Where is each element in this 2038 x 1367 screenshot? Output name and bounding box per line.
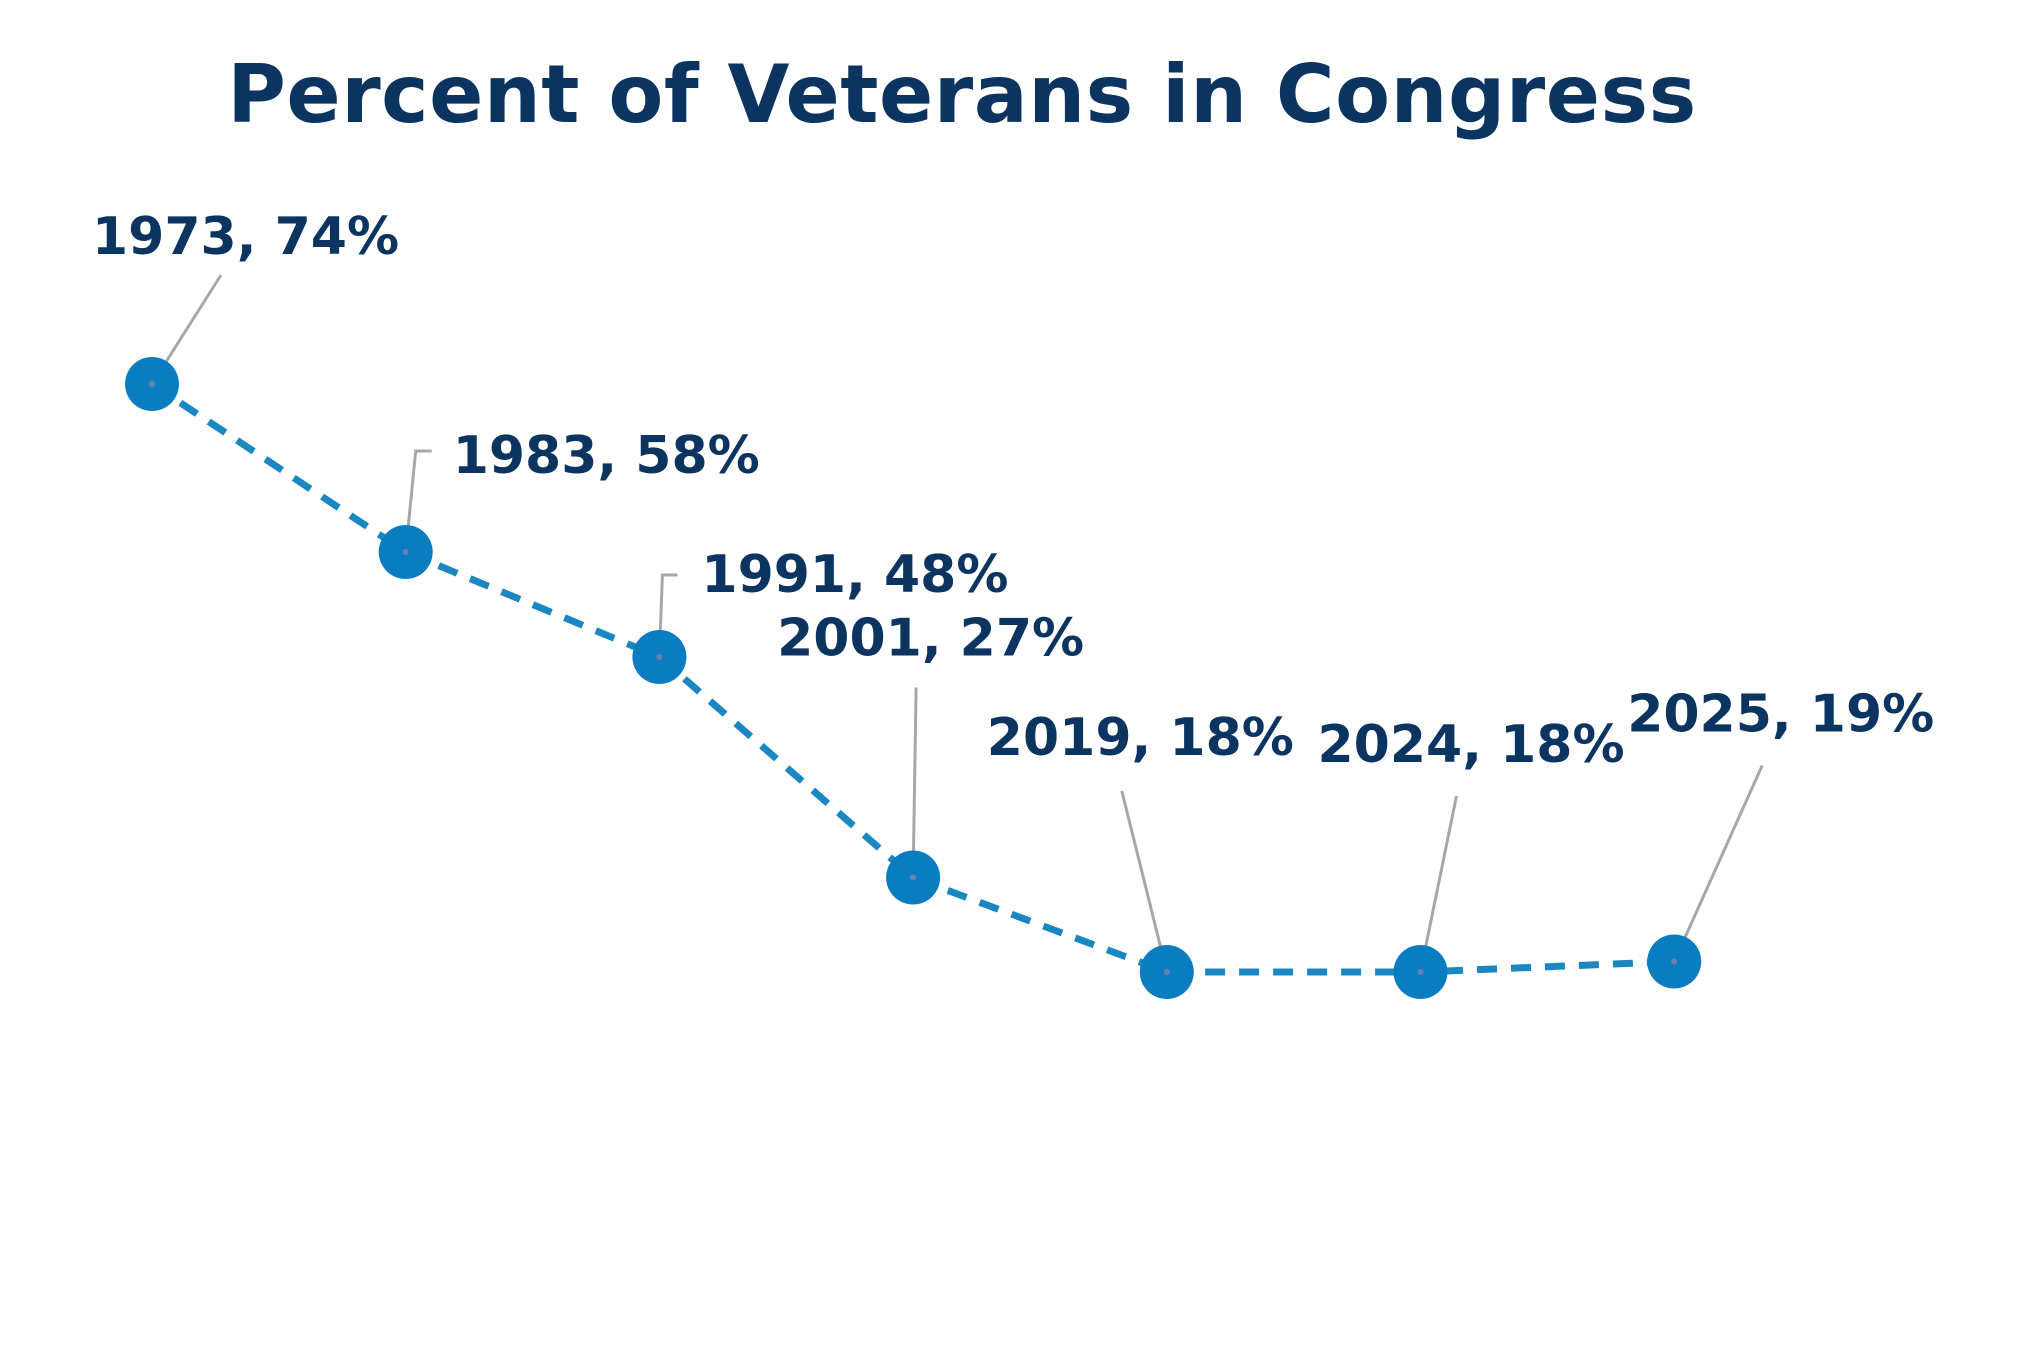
data-point-center <box>656 654 663 660</box>
data-label: 2019, 18% <box>987 708 1294 768</box>
leader-line <box>404 449 432 553</box>
data-point-center <box>910 874 917 881</box>
leader-line <box>1120 790 1169 973</box>
data-labels-group: 1973, 74% 1983, 58% 1991, 48%2001, 27% 2019… <box>92 207 1934 775</box>
leader-line <box>1672 764 1764 963</box>
data-label: 2024, 18% <box>1318 715 1625 775</box>
chart-title: Percent of Veterans in Congress <box>227 48 1697 141</box>
data-label: 2025, 19% <box>1627 685 1934 745</box>
leader-line <box>1419 795 1458 973</box>
data-label: 1991, 48% <box>701 545 1008 605</box>
data-label: 1973, 74% <box>92 207 399 267</box>
data-point-center <box>1417 969 1424 975</box>
data-point-center <box>402 549 409 555</box>
data-points-group <box>125 357 1702 999</box>
leader-lines-group <box>150 274 1764 973</box>
data-label: 2001, 27% <box>777 609 1084 669</box>
data-label: 1983, 58% <box>453 426 760 486</box>
data-point-center <box>1671 958 1678 965</box>
data-point-center <box>149 381 155 387</box>
leader-line <box>911 687 918 878</box>
data-point-center <box>1163 969 1170 975</box>
leader-line <box>657 573 678 658</box>
